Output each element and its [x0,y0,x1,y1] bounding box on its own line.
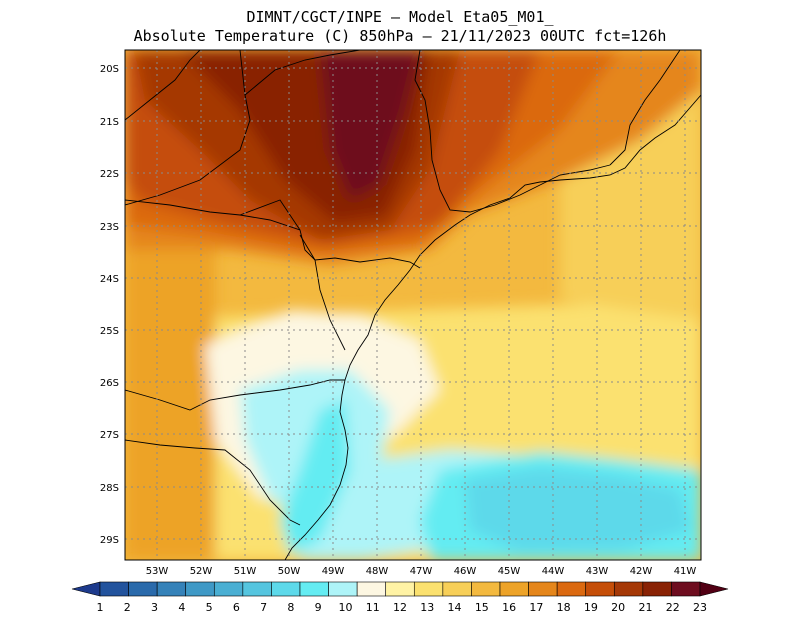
colorbar-segment [128,581,158,597]
lon-tick-label: 41W [674,566,697,577]
colorbar-segment [242,581,272,597]
colorbar-segment [299,581,329,597]
lon-tick-label: 42W [630,566,653,577]
river-paranapanema [239,199,301,231]
lon-tick-label: 44W [542,566,565,577]
colorbar-label: 8 [287,601,294,614]
colorbar-segment [442,581,472,597]
colorbar-label: 17 [529,601,543,614]
lon-tick-label: 51W [234,566,257,577]
field-ocean-cyan-deep [465,468,690,552]
lat-tick-label: 26S [100,378,119,389]
lat-tick-label: 20S [100,64,119,75]
lat-tick-label: 23S [100,222,119,233]
colorbar-label: 2 [124,601,131,614]
colorbar-label: 4 [178,601,185,614]
lon-tick-label: 43W [586,566,609,577]
lat-tick-label: 28S [100,483,119,494]
state-border-sp-north [414,50,541,213]
colorbar-segment [328,581,358,597]
colorbar-segment [613,581,644,597]
lat-tick-label: 29S [100,535,119,546]
colorbar-label: 19 [584,601,598,614]
longitude-axis: 53W 52W 51W 50W 49W 48W 47W 46W 45W 44W … [146,566,697,577]
temperature-field [125,50,701,560]
colorbar-label: 20 [611,601,625,614]
colorbar-label: 5 [206,601,213,614]
state-border-sp-pr [125,199,421,269]
colorbar-label: 22 [666,601,680,614]
colorbar-segment [671,581,701,597]
colorbar-label: 12 [393,601,407,614]
colorbar-segment [585,581,615,597]
field-coast-cyan [280,400,350,555]
state-border-mg-es [609,50,681,166]
map-frame [124,49,702,561]
colorbar-segment [556,581,587,597]
colorbar-label: 15 [475,601,489,614]
lon-tick-label: 46W [454,566,477,577]
colorbar-label: 14 [448,601,462,614]
colorbar-segment [213,581,244,597]
map-title-line-2: Absolute Temperature (C) 850hPa – 21/11/… [133,27,667,45]
lat-tick-label: 27S [100,430,119,441]
colorbar-label: 18 [557,601,571,614]
lon-tick-label: 47W [410,566,433,577]
colorbar-segment [528,581,558,597]
lat-tick-label: 22S [100,169,119,180]
colorbar-segment [499,581,529,597]
colorbar-label: 21 [638,601,652,614]
graticule [125,50,701,560]
colorbar-segment [385,581,415,597]
lon-tick-label: 49W [322,566,345,577]
lon-tick-label: 50W [278,566,301,577]
colorbar-label: 9 [315,601,322,614]
coastline [284,94,701,560]
colorbar-segment [156,581,187,597]
field-west-orange [125,250,215,560]
lat-tick-label: 25S [100,326,119,337]
lat-tick-label: 21S [100,117,119,128]
lon-tick-label: 53W [146,566,169,577]
boundaries [125,50,701,560]
colorbar-label: 10 [338,601,352,614]
colorbar-segment [71,581,101,597]
lon-tick-label: 48W [366,566,389,577]
colorbar-segment [699,581,729,597]
map-title-line-1: DIMNT/CGCT/INPE – Model Eta05_M01_ [246,8,554,26]
lon-tick-label: 52W [190,566,213,577]
state-border-sp-mg [244,50,361,96]
colorbar-label: 13 [420,601,434,614]
colorbar-label: 16 [502,601,516,614]
state-border-sc-rs [125,439,301,526]
colorbar-label: 6 [233,601,240,614]
colorbar-segment [99,581,129,597]
lon-tick-label: 45W [498,566,521,577]
latitude-axis: 20S 21S 22S 23S 24S 25S 26S 27S 28S 29S [100,64,119,546]
lat-tick-label: 24S [100,274,119,285]
colorbar-segment [642,581,672,597]
colorbar: 1 2 3 4 5 6 7 8 9 10 11 12 13 14 15 16 17 18 19 20 21 22 23 [71,581,729,614]
colorbar-label: 7 [260,601,267,614]
colorbar-segment [185,581,215,597]
colorbar-segment [471,581,501,597]
colorbar-label: 1 [97,601,104,614]
colorbar-label: 23 [693,601,707,614]
colorbar-segment [413,581,444,597]
field-core-max [320,50,420,200]
colorbar-label: 11 [366,601,380,614]
state-border-ms [125,50,201,121]
colorbar-label: 3 [151,601,158,614]
colorbar-segment [271,581,301,597]
colorbar-segment [356,581,387,597]
